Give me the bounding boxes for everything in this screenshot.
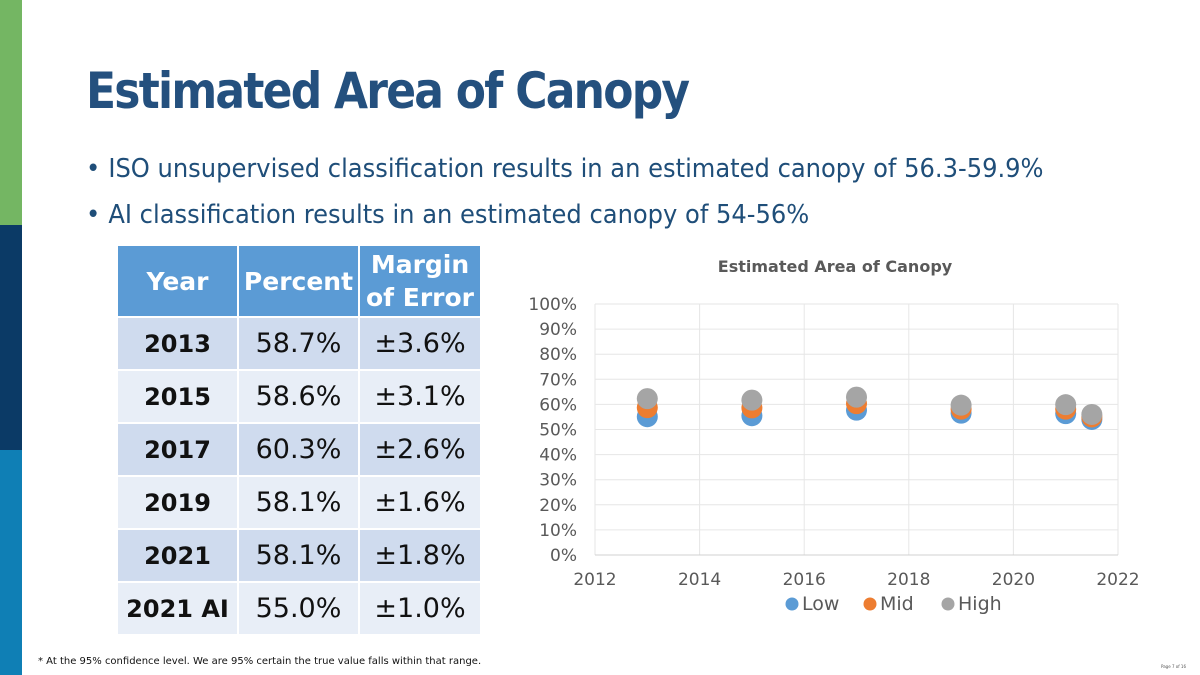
bullet-text: AI classification results in an estimate… — [108, 200, 810, 230]
table-row: 2019 58.1% ±1.6% — [116, 475, 482, 530]
point-high — [1081, 403, 1103, 425]
cell-margin: ±2.6% — [358, 422, 482, 477]
page-number: Page 7 of 16 — [1161, 664, 1186, 669]
header-margin-line1: Margin — [370, 250, 470, 279]
cell-year: 2013 — [116, 316, 239, 371]
x-tick-label: 2020 — [992, 570, 1035, 590]
y-tick-label: 20% — [539, 496, 577, 516]
header-margin-line2: of Error — [366, 283, 474, 312]
table-row: 2013 58.7% ±3.6% — [116, 316, 482, 371]
cell-year: 2019 — [116, 475, 239, 530]
table-row: 2021 58.1% ±1.8% — [116, 528, 482, 583]
cell-year: 2021 — [116, 528, 239, 583]
footnote: * At the 95% confidence level. We are 95… — [38, 656, 482, 667]
y-tick-label: 40% — [539, 446, 577, 466]
y-tick-label: 50% — [539, 421, 577, 441]
cell-year: 2015 — [116, 369, 239, 424]
accent-stripe-green — [0, 0, 22, 225]
canopy-table: Year Percent Margin of Error 2013 58.7% ±… — [116, 244, 482, 636]
chart-legend: Low Mid High — [785, 593, 1002, 615]
y-tick-label: 30% — [539, 471, 577, 491]
accent-stripe-blue — [0, 450, 22, 675]
cell-percent: 60.3% — [237, 422, 360, 477]
x-tick-label: 2018 — [887, 570, 930, 590]
legend-label-mid: Mid — [880, 593, 914, 615]
point-high — [1055, 394, 1077, 416]
table-row: 2015 58.6% ±3.1% — [116, 369, 482, 424]
x-tick-label: 2022 — [1096, 570, 1139, 590]
cell-percent: 58.7% — [237, 316, 360, 371]
table-row: 2021 AI 55.0% ±1.0% — [116, 581, 482, 636]
cell-year: 2017 — [116, 422, 239, 477]
cell-margin: ±3.1% — [358, 369, 482, 424]
point-high — [846, 386, 867, 408]
cell-margin: ±1.6% — [358, 475, 482, 530]
x-tick-label: 2012 — [573, 570, 616, 590]
table-header-row: Year Percent Margin of Error — [116, 244, 482, 318]
chart-axes: 0% 10% 20% 30% 40% 50% 60% 70% 80% 90% 100% 2012 201… — [528, 295, 1139, 590]
cell-year: 2021 AI — [116, 581, 239, 636]
bullet-dot: • — [86, 200, 101, 230]
table-row: 2017 60.3% ±2.6% — [116, 422, 482, 477]
legend-marker-high — [941, 597, 955, 611]
y-tick-label: 60% — [539, 395, 577, 415]
cell-percent: 58.1% — [237, 528, 360, 583]
point-high — [636, 388, 658, 410]
x-tick-label: 2016 — [783, 570, 826, 590]
legend-marker-mid — [863, 597, 877, 611]
accent-stripe-navy — [0, 225, 22, 450]
y-tick-label: 10% — [539, 521, 577, 541]
legend-label-low: Low — [802, 593, 839, 615]
legend-label-high: High — [958, 593, 1002, 615]
cell-margin: ±1.8% — [358, 528, 482, 583]
y-tick-label: 70% — [539, 370, 577, 390]
cell-margin: ±3.6% — [358, 316, 482, 371]
bullet-dot: • — [86, 154, 101, 184]
point-high — [741, 389, 763, 411]
cell-percent: 58.6% — [237, 369, 360, 424]
y-tick-label: 0% — [550, 546, 577, 566]
bullet-item: • ISO unsupervised classification results… — [86, 146, 1044, 192]
header-percent: Percent — [237, 244, 360, 318]
legend-marker-low — [785, 597, 799, 611]
y-tick-label: 100% — [528, 295, 577, 315]
y-tick-label: 80% — [539, 345, 577, 365]
cell-percent: 55.0% — [237, 581, 360, 636]
canopy-chart: Estimated Area of Canopy 0% 10% 20% 30% 40% 5… — [510, 248, 1170, 638]
chart-title: Estimated Area of Canopy — [718, 257, 953, 276]
header-year: Year — [116, 244, 239, 318]
x-tick-label: 2014 — [678, 570, 721, 590]
header-margin: Margin of Error — [358, 244, 482, 318]
bullet-list: • ISO unsupervised classification results… — [86, 146, 1116, 238]
cell-margin: ±1.0% — [358, 581, 482, 636]
cell-percent: 58.1% — [237, 475, 360, 530]
chart-grid — [594, 303, 1119, 556]
chart-canvas: Estimated Area of Canopy 0% 10% 20% 30% 40% 5… — [528, 257, 1139, 615]
bullet-item: • AI classification results in an estimat… — [86, 192, 1044, 238]
bullet-text: ISO unsupervised classification results … — [108, 154, 1044, 184]
y-tick-label: 90% — [539, 320, 577, 340]
slide-title: Estimated Area of Canopy — [86, 62, 690, 120]
point-high — [950, 394, 972, 416]
chart-points — [636, 386, 1103, 430]
